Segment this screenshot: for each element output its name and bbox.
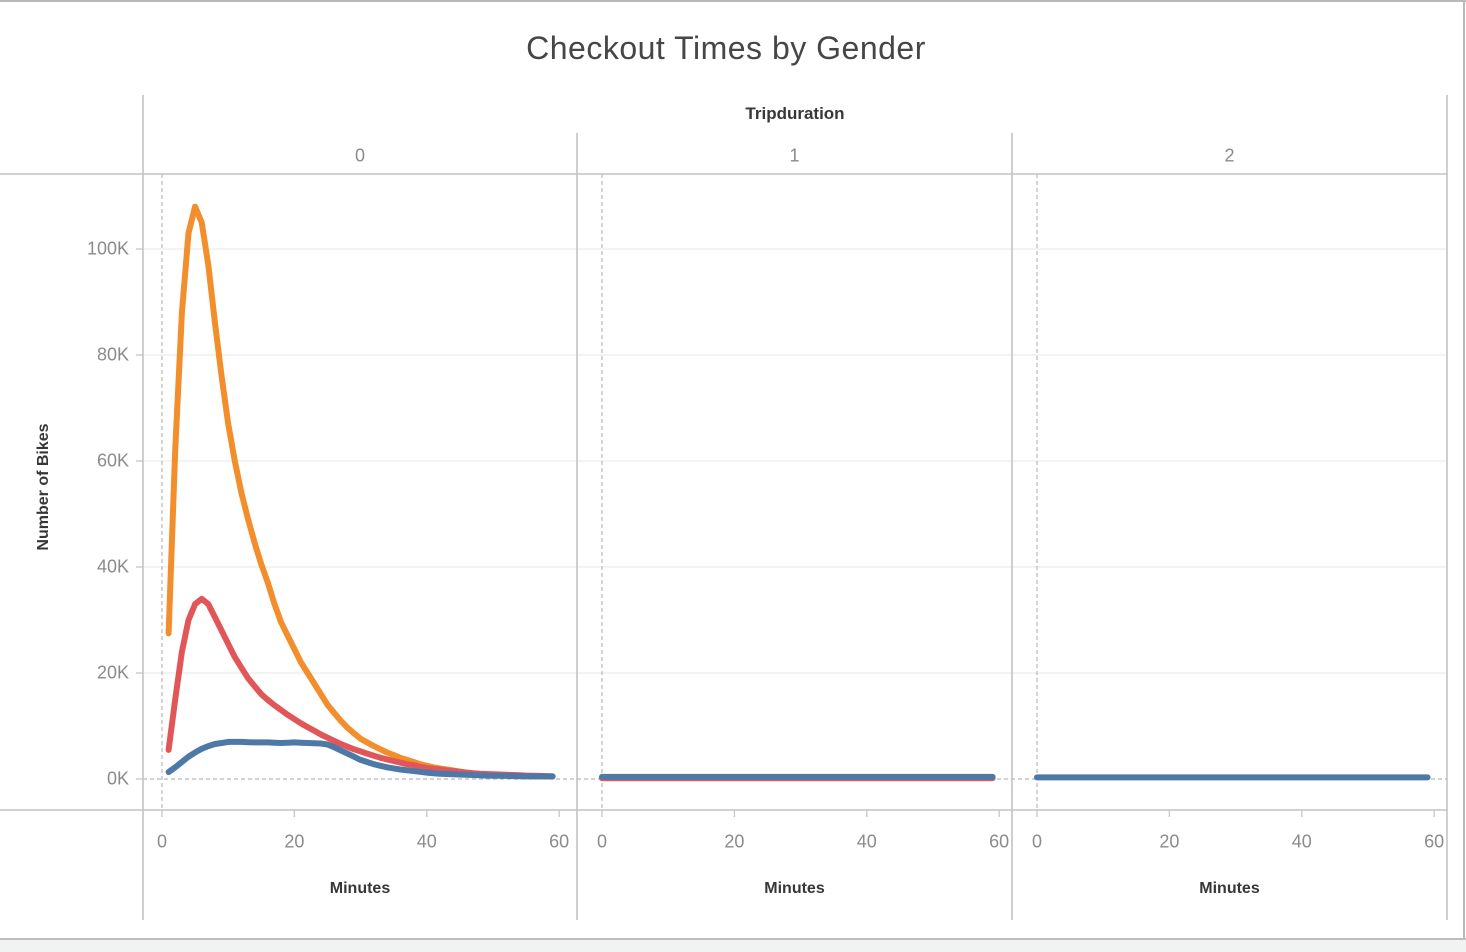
y-tick-label-40K: 40K — [96, 556, 129, 577]
x-axis-title: Minutes — [764, 880, 825, 897]
facet-column-label-2: 2 — [1224, 145, 1235, 166]
facet-panel-2[interactable] — [1012, 174, 1447, 810]
facet-panel-1[interactable] — [577, 174, 1012, 810]
chart-title: Checkout Times by Gender — [526, 30, 926, 66]
x-tick-label-60: 60 — [989, 831, 1010, 852]
facet-column-label-1: 1 — [789, 145, 800, 166]
y-tick-label-60K: 60K — [96, 450, 129, 471]
x-axis-title: Minutes — [1199, 880, 1260, 897]
x-tick-label-40: 40 — [1291, 831, 1312, 852]
window-top-border — [0, 0, 1466, 2]
x-tick-label-20: 20 — [1159, 831, 1180, 852]
x-tick-label-0: 0 — [156, 831, 168, 852]
x-tick-label-60: 60 — [1424, 831, 1445, 852]
y-tick-label-0K: 0K — [106, 768, 129, 789]
bottom-scrollbar-track[interactable] — [0, 938, 1466, 952]
x-tick-label-60: 60 — [549, 831, 570, 852]
x-tick-label-0: 0 — [1031, 831, 1043, 852]
series-line-blue[interactable] — [165, 738, 556, 780]
x-axis-title: Minutes — [329, 880, 391, 897]
y-tick-label-20K: 20K — [96, 662, 129, 683]
window-right-border — [1463, 0, 1465, 952]
x-tick-label-40: 40 — [416, 831, 437, 852]
y-tick-label-100K: 100K — [86, 238, 129, 259]
y-tick-label-80K: 80K — [96, 344, 129, 365]
facet-column-label-0: 0 — [354, 145, 366, 166]
x-tick-label-20: 20 — [284, 831, 305, 852]
facet-field-label: Tripduration — [745, 104, 845, 123]
x-tick-label-40: 40 — [856, 831, 877, 852]
x-tick-label-0: 0 — [596, 831, 608, 852]
facet-panel-0[interactable] — [143, 174, 577, 810]
x-tick-label-20: 20 — [724, 831, 745, 852]
